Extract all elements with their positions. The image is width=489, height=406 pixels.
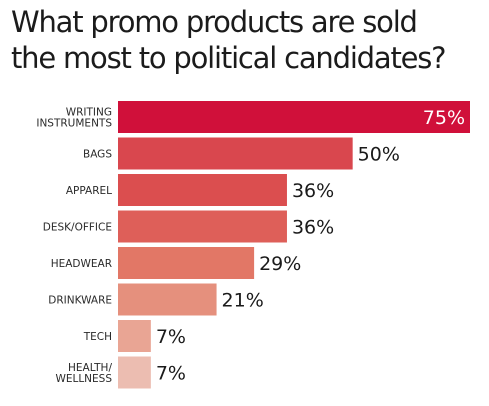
category-label-4: HEADWEAR (51, 258, 112, 270)
category-label-line: APPAREL (66, 185, 112, 197)
bar-2 (118, 174, 287, 206)
category-label-6: TECH (83, 331, 112, 343)
bar-3 (118, 210, 287, 243)
bar-6 (118, 320, 151, 352)
category-label-line: HEADWEAR (51, 258, 112, 270)
value-label-7: 7% (156, 363, 186, 385)
bar-1 (118, 137, 353, 170)
category-label-3: DESK/OFFICE (43, 222, 112, 234)
category-label-0: WRITING INSTRUMENTS (36, 107, 112, 130)
category-label-line: DESK/OFFICE (43, 222, 112, 234)
category-label-line: WRITING (66, 107, 112, 119)
bar-5 (118, 283, 217, 316)
value-label-2: 36% (292, 180, 334, 202)
chart-title: What promo products are sold the most to… (11, 4, 481, 76)
bar-7 (118, 356, 151, 389)
value-label-3: 36% (292, 217, 334, 239)
category-label-line: DRINKWARE (48, 295, 112, 307)
category-label-7: HEALTH/WELLNESS (55, 362, 112, 385)
category-label-line: WELLNESS (55, 373, 112, 385)
value-label-0: 75% (423, 107, 465, 129)
bar-0 (118, 101, 470, 133)
value-label-5: 21% (222, 290, 264, 312)
category-label-5: DRINKWARE (48, 295, 112, 307)
category-label-2: APPAREL (66, 185, 112, 197)
value-label-1: 50% (358, 144, 400, 166)
chart-title-line-2: the most to political candidates? (11, 41, 447, 75)
category-label-1: BAGS (83, 149, 112, 161)
category-label-line: BAGS (83, 149, 112, 161)
category-label-line: INSTRUMENTS (36, 118, 112, 130)
value-label-6: 7% (156, 326, 186, 348)
chart-title-line-1: What promo products are sold (11, 5, 418, 39)
value-label-4: 29% (259, 253, 301, 275)
category-label-line: TECH (83, 331, 112, 343)
category-label-line: HEALTH/ (68, 362, 112, 374)
bar-4 (118, 247, 255, 279)
